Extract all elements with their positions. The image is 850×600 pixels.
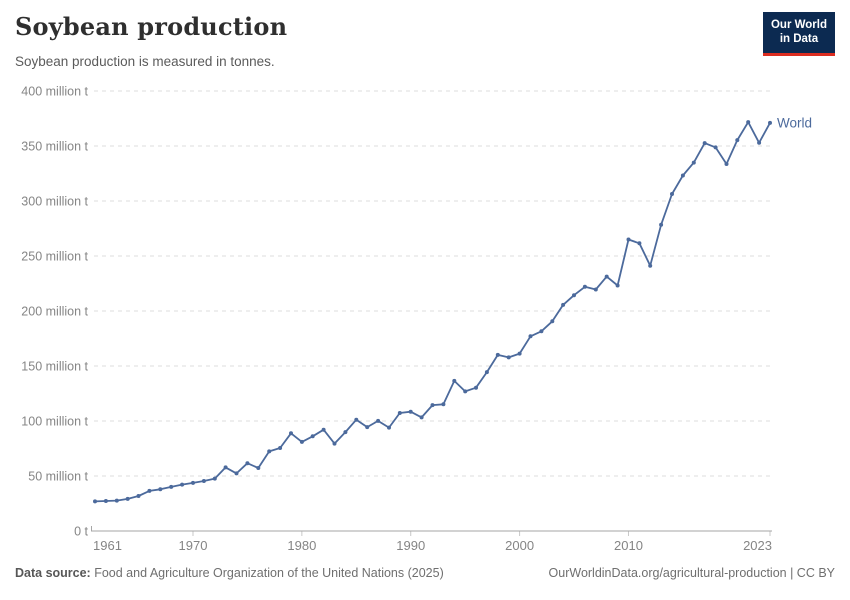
- data-point[interactable]: [626, 237, 631, 242]
- chart-footer: Data source: Food and Agriculture Organi…: [15, 566, 835, 580]
- data-point[interactable]: [670, 192, 674, 196]
- data-point[interactable]: [158, 487, 163, 492]
- soybean-production-line-chart[interactable]: 0 t 50 million t 100 million t 150 million …: [0, 78, 850, 560]
- x-axis-label: 1970: [179, 538, 208, 553]
- data-point[interactable]: [768, 120, 772, 125]
- data-point[interactable]: [397, 411, 402, 415]
- data-point[interactable]: [212, 476, 217, 481]
- data-point[interactable]: [332, 441, 337, 446]
- data-point[interactable]: [746, 120, 751, 125]
- data-point[interactable]: [267, 449, 272, 454]
- page-subtitle: Soybean production is measured in tonnes…: [15, 54, 275, 69]
- data-point[interactable]: [757, 140, 762, 145]
- data-point[interactable]: [191, 480, 195, 485]
- data-point[interactable]: [452, 378, 457, 383]
- data-point[interactable]: [419, 415, 424, 420]
- owid-credit-link[interactable]: OurWorldinData.org/agricultural-producti…: [548, 566, 835, 580]
- data-point[interactable]: [256, 466, 261, 470]
- data-point[interactable]: [637, 241, 642, 246]
- data-point[interactable]: [484, 370, 489, 375]
- data-point[interactable]: [180, 482, 185, 487]
- data-source-text: Food and Agriculture Organization of the…: [94, 566, 444, 580]
- data-point[interactable]: [343, 430, 348, 435]
- data-point[interactable]: [713, 145, 718, 150]
- data-point[interactable]: [615, 283, 620, 288]
- data-point[interactable]: [593, 287, 598, 292]
- x-axis-label: 1961: [93, 538, 122, 553]
- owid-logo-line2: in Data: [779, 33, 819, 46]
- y-axis-label: 300 million t: [21, 195, 88, 209]
- data-point[interactable]: [441, 402, 446, 407]
- data-point[interactable]: [495, 352, 500, 357]
- series-end-label[interactable]: World: [777, 115, 812, 130]
- data-point[interactable]: [169, 484, 174, 489]
- data-point[interactable]: [234, 471, 239, 476]
- y-axis-label: 250 million t: [21, 250, 88, 264]
- data-point[interactable]: [136, 494, 141, 498]
- data-point[interactable]: [365, 425, 370, 430]
- series-line-world[interactable]: [94, 121, 771, 503]
- data-point[interactable]: [387, 425, 391, 430]
- x-axis-label: 2010: [614, 538, 643, 553]
- data-point[interactable]: [430, 403, 435, 408]
- data-point[interactable]: [659, 222, 664, 227]
- y-axis-label: 0 t: [74, 525, 88, 539]
- data-point[interactable]: [517, 351, 522, 356]
- data-point[interactable]: [114, 498, 119, 503]
- data-source: Data source: Food and Agriculture Organi…: [15, 566, 444, 580]
- owid-logo[interactable]: Our World in Data: [762, 12, 835, 56]
- data-point[interactable]: [474, 385, 478, 390]
- x-axis-label: 1980: [287, 538, 316, 553]
- data-point[interactable]: [299, 439, 304, 444]
- data-point[interactable]: [680, 173, 685, 178]
- data-point[interactable]: [376, 418, 381, 423]
- data-point[interactable]: [572, 293, 576, 298]
- data-point[interactable]: [506, 355, 511, 360]
- data-point[interactable]: [561, 302, 566, 307]
- data-point[interactable]: [278, 446, 283, 450]
- data-point[interactable]: [354, 417, 359, 422]
- data-point[interactable]: [103, 499, 108, 503]
- x-axis-label: 2023: [743, 538, 772, 553]
- data-point[interactable]: [582, 284, 587, 289]
- data-point[interactable]: [245, 461, 250, 466]
- data-point[interactable]: [310, 434, 315, 439]
- y-axis-label: 50 million t: [28, 470, 88, 484]
- owid-logo-line1: Our World: [770, 19, 827, 31]
- data-point[interactable]: [289, 431, 293, 436]
- data-point[interactable]: [93, 499, 97, 504]
- x-axis-label: 2000: [505, 538, 534, 553]
- x-axis-label: 1990: [396, 538, 425, 553]
- y-axis-label: 200 million t: [21, 305, 88, 319]
- data-point[interactable]: [648, 263, 653, 268]
- y-axis-label: 100 million t: [21, 415, 88, 429]
- data-point[interactable]: [147, 488, 152, 493]
- data-point[interactable]: [125, 496, 130, 501]
- data-point[interactable]: [528, 334, 533, 339]
- data-point[interactable]: [735, 138, 740, 143]
- data-point[interactable]: [408, 409, 413, 414]
- data-point[interactable]: [539, 329, 544, 334]
- data-point[interactable]: [201, 479, 206, 483]
- page-title: Soybean production: [15, 12, 288, 41]
- data-point[interactable]: [223, 465, 228, 470]
- y-axis-label: 350 million t: [21, 140, 88, 154]
- data-point[interactable]: [550, 319, 555, 324]
- data-point[interactable]: [724, 162, 729, 166]
- data-point[interactable]: [702, 141, 707, 146]
- data-point[interactable]: [463, 389, 468, 394]
- y-axis-label: 150 million t: [21, 360, 88, 374]
- data-point[interactable]: [321, 427, 326, 432]
- data-source-label: Data source:: [15, 566, 91, 580]
- data-point[interactable]: [604, 274, 609, 279]
- y-axis-label: 400 million t: [21, 85, 88, 99]
- data-point[interactable]: [691, 160, 696, 165]
